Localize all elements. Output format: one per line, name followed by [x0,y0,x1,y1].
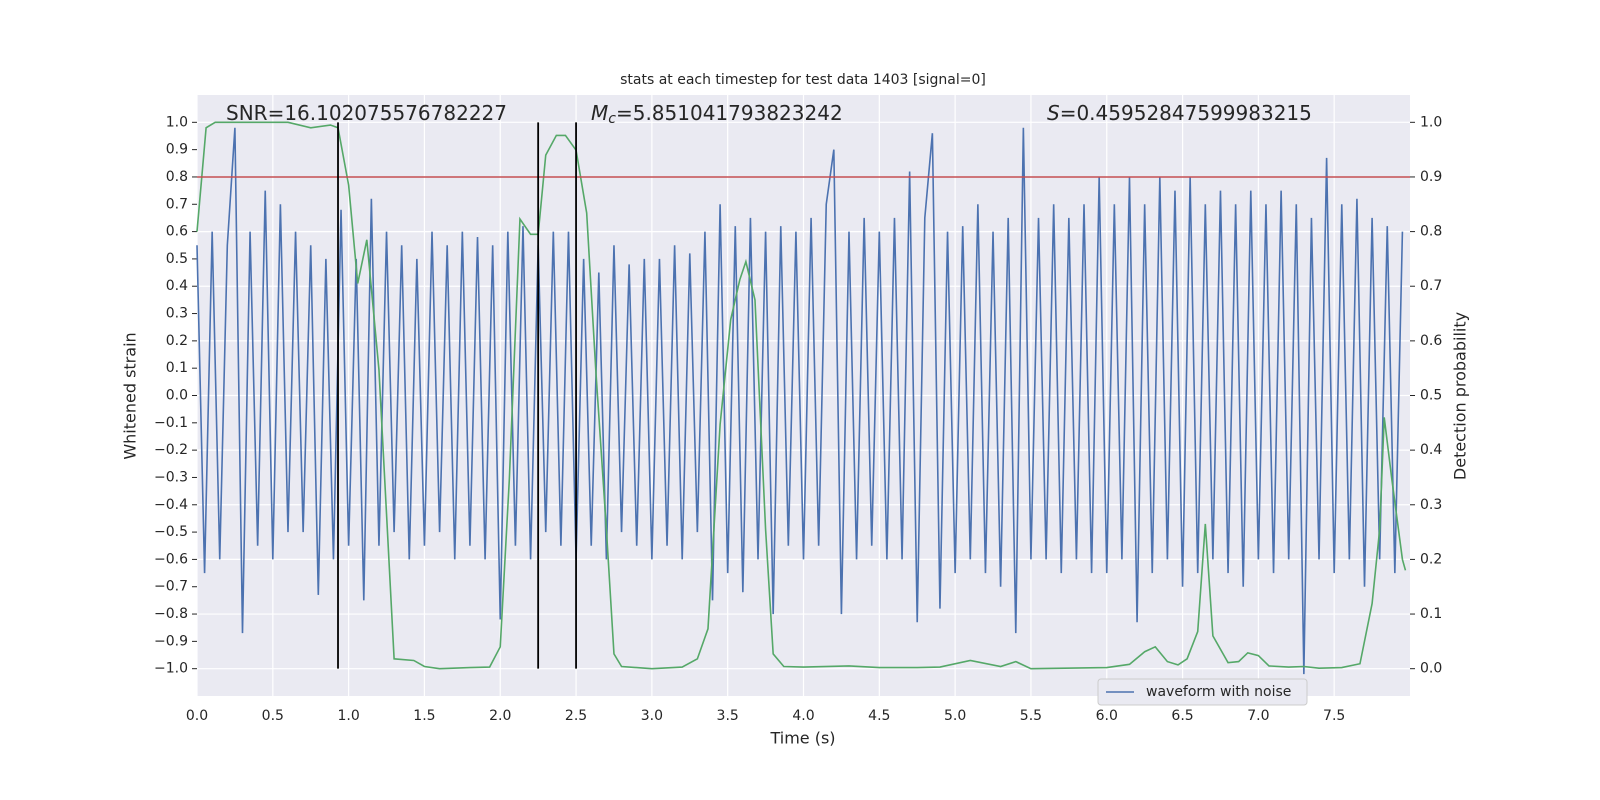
annotation-value: =16.102075576782227 [268,101,507,125]
x-tick-label: 7.5 [1323,708,1345,724]
x-tick-label: 1.0 [337,708,359,724]
legend-label: waveform with noise [1146,684,1291,700]
y2-axis-label: Detection probability [1451,312,1470,480]
y-tick-label: 0.4 [166,278,188,294]
x-tick-label: 6.5 [1171,708,1193,724]
x-tick-label: 2.0 [489,708,511,724]
y2-tick-label: 0.2 [1420,551,1442,567]
y-tick-label: 0.2 [166,333,188,349]
y-tick-label: −0.7 [154,579,188,595]
y-tick-label: −0.8 [154,606,188,622]
annotation-symbol: M [591,101,608,125]
y2-tick-label: 0.9 [1420,169,1442,185]
y-tick-label: −1.0 [154,661,188,677]
annotation-value: =5.851041793823242 [616,101,843,125]
x-tick-label: 0.5 [262,708,284,724]
x-tick-label: 4.5 [868,708,890,724]
x-tick-label: 5.0 [944,708,966,724]
annotation-symbol: S [1047,101,1060,125]
y-tick-label: 0.8 [166,169,188,185]
y-tick-label: 0.9 [166,142,188,158]
y-tick-label: −0.6 [154,551,188,567]
x-tick-label: 0.0 [186,708,208,724]
x-tick-label: 1.5 [413,708,435,724]
y-tick-label: −0.5 [154,524,188,540]
x-tick-label: 7.0 [1247,708,1269,724]
series-line [196,121,1407,670]
y-tick-label: 0.7 [166,196,188,212]
y2-tick-label: 0.7 [1420,278,1442,294]
legend-box [1097,678,1308,706]
x-tick-label: 3.0 [641,708,663,724]
annotation-value: =0.45952847599983215 [1060,101,1312,125]
y-tick-label: 0.5 [166,251,188,267]
y-tick-label: −0.2 [154,442,188,458]
y2-tick-label: 0.5 [1420,388,1442,404]
y-tick-label: −0.4 [154,497,188,513]
x-tick-label: 5.5 [1020,708,1042,724]
y-tick-label: 0.1 [166,360,188,376]
y-tick-label: 0.3 [166,306,188,322]
y2-tick-label: 0.6 [1420,333,1442,349]
x-tick-label: 4.0 [792,708,814,724]
y2-tick-label: 0.3 [1420,497,1442,513]
annotation: S=0.45952847599983215 [1047,101,1312,125]
x-axis-label: Time (s) [769,729,835,748]
annotation: SNR=16.102075576782227 [226,101,507,125]
x-tick-label: 3.5 [717,708,739,724]
annotation-subscript: c [608,111,616,127]
y-axis-label: Whitened strain [121,332,140,459]
y2-tick-label: 0.8 [1420,224,1442,240]
y2-tick-label: 0.4 [1420,442,1442,458]
y-tick-label: 0.0 [166,388,188,404]
annotation-symbol: SNR [226,101,268,125]
x-tick-label: 2.5 [565,708,587,724]
y-tick-label: −0.3 [154,469,188,485]
series-line [196,127,1404,675]
y2-tick-label: 0.1 [1420,606,1442,622]
y2-tick-label: 1.0 [1420,114,1442,130]
y-tick-label: −0.1 [154,415,188,431]
chart-title: stats at each timestep for test data 140… [620,72,986,88]
y-tick-label: −0.9 [154,633,188,649]
y-tick-label: 0.6 [166,224,188,240]
x-tick-label: 6.0 [1096,708,1118,724]
y2-tick-label: 0.0 [1420,661,1442,677]
y-tick-label: 1.0 [166,114,188,130]
annotation: Mc=5.851041793823242 [591,101,843,128]
